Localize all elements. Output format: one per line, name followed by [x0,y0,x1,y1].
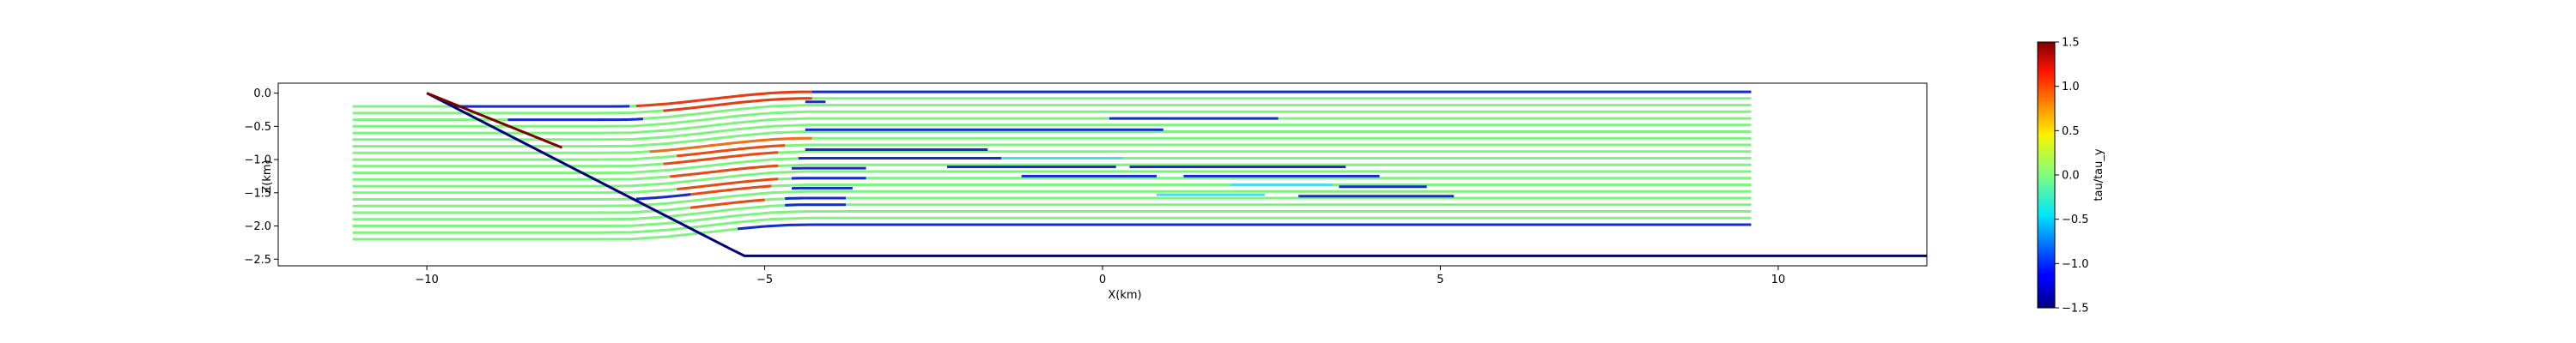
horizon-line [352,196,1752,214]
horizon-line [352,170,1752,188]
stress-segment [507,117,643,122]
fault-boundary-line [426,92,1927,257]
horizon-line [352,97,1752,115]
x-tick-label: 5 [1437,274,1443,286]
y-tick-label: −1.0 [244,154,271,167]
colorbar-tick-label: 0.0 [2062,170,2080,183]
horizon-line [352,143,1752,161]
horizon-line [352,150,1752,168]
colorbar-ticks: 1.5 1.0 0.5 0.0 −0.5 −1.0 −1.5 [2055,37,2089,316]
colorbar-tick-label: −1.5 [2062,303,2089,316]
x-tick-label: 10 [1771,274,1786,286]
horizon-line [352,136,1752,154]
horizon-line [352,110,1752,128]
x-tick-label: 0 [1099,274,1106,286]
colorbar: 1.5 1.0 0.5 0.0 −0.5 −1.0 −1.5 tau/tau_y [2037,37,2105,316]
stress-segment [683,184,772,197]
colorbar-gradient [2037,41,2056,309]
stress-segment [663,151,779,165]
horizon-line [352,190,1752,208]
plot-content [352,90,1927,257]
horizon-line [352,117,1752,135]
main-plot: −10 −5 0 5 10 0.0−0.5−1.0−1.5−2.0−2.5 X(km) … [244,82,1928,302]
horizon-line [352,210,1752,227]
x-tick-label: −5 [756,274,773,286]
y-tick-label: −0.5 [244,121,271,134]
stress-segment [785,203,846,207]
stress-segment [677,178,779,191]
horizon-line [352,216,1752,234]
y-tick-label: −1.5 [244,187,271,200]
fault-tip-segment [426,92,563,149]
stress-segment [677,144,786,158]
x-axis-ticks: −10 −5 0 5 10 [415,266,1785,286]
colorbar-tick-label: 1.5 [2062,37,2080,50]
stress-segment [690,198,765,209]
stress-segment [737,223,1752,231]
stress-segment [635,90,812,108]
horizon-line [352,130,1752,148]
colorbar-tick-label: −1.0 [2062,258,2089,271]
colorbar-tick-label: 1.0 [2062,81,2080,93]
horizon-line [352,177,1752,195]
y-axis-ticks: 0.0 −0.5 −1.0 −1.5 −2.0 −2.5 [244,87,278,267]
y-tick-label: −2.5 [244,254,271,267]
stress-segment [635,193,691,201]
horizon-line [352,163,1752,181]
y-tick-label: 0.0 [253,87,271,100]
stress-segment [785,196,846,200]
stress-segment [663,97,812,112]
horizon-line [352,123,1752,141]
horizon-line [352,184,1752,201]
stress-segment [649,136,812,153]
colorbar-label: tau/tau_y [2093,148,2105,201]
x-tick-label: −10 [415,274,438,286]
colorbar-tick-label: 0.5 [2062,125,2080,138]
y-axis-label: Z(km) [261,159,274,193]
horizon-line [352,203,1752,221]
x-axis-label: X(km) [1108,289,1141,302]
y-tick-label: −2.0 [244,220,271,233]
colorbar-tick-label: −0.5 [2062,214,2089,226]
stress-segment [670,164,779,178]
